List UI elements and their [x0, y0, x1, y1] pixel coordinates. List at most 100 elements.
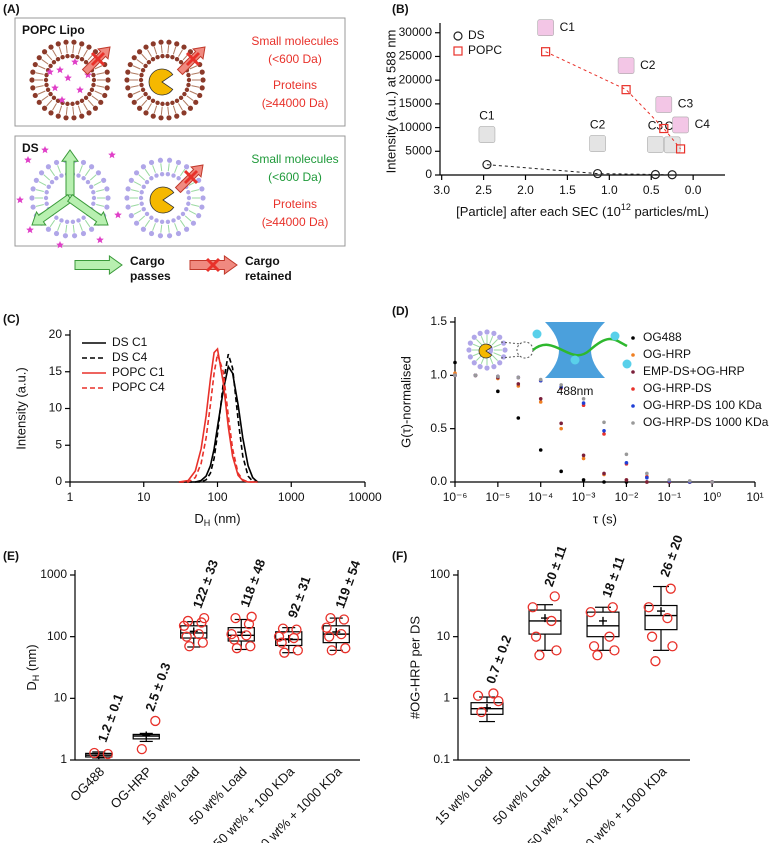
- lipid-head: [170, 54, 175, 60]
- lipid-head: [165, 219, 171, 225]
- label-part: (nm): [210, 511, 240, 526]
- lipid-head: [91, 195, 97, 201]
- cargo-text: (<600 Da): [268, 52, 322, 66]
- data-point: [279, 647, 290, 658]
- data-point: [602, 432, 606, 436]
- lipid-tail: [191, 203, 200, 207]
- lipid-tail: [35, 189, 44, 193]
- small-molecule: [58, 96, 66, 104]
- lipid-tail: [136, 95, 144, 101]
- data-point: [667, 478, 672, 482]
- y-tick-label: 5000: [405, 143, 432, 157]
- lipid-tail: [189, 65, 198, 70]
- lipid-head: [54, 215, 59, 220]
- y-tick-label: 25000: [399, 49, 433, 63]
- lipid-tail: [191, 85, 200, 88]
- data-point: [667, 170, 677, 180]
- data-point: [292, 645, 303, 656]
- lipid-tail: [72, 45, 75, 54]
- lipid-head: [33, 177, 39, 183]
- data-point: [559, 421, 563, 426]
- y-tick-label: 1: [443, 691, 450, 705]
- lipid-tail: [96, 72, 105, 75]
- lipid-tail: [96, 189, 105, 193]
- lipid-head: [174, 57, 180, 62]
- lipid-tail: [174, 223, 178, 231]
- thumbnail: [589, 135, 606, 152]
- data-point: [516, 382, 521, 386]
- lipid-tail: [147, 103, 152, 111]
- lipid-head: [160, 101, 165, 107]
- lipid-head: [71, 115, 77, 121]
- lipid-tail: [77, 105, 82, 114]
- lipid-tail: [65, 45, 68, 54]
- lipid-head: [81, 215, 86, 220]
- lipid-tail: [191, 189, 200, 193]
- lipid-head: [70, 53, 75, 59]
- y-tick-label: 0.0: [430, 474, 447, 488]
- panel-label: (A): [3, 2, 20, 16]
- data-point: [231, 643, 242, 654]
- lipid-head: [43, 195, 49, 201]
- lipid-tail: [160, 106, 163, 115]
- y-axis-label: Intensity (a.u.): [13, 367, 28, 449]
- lipid-tail: [130, 85, 139, 88]
- lipid-head: [105, 77, 111, 83]
- lipid-head: [75, 54, 80, 60]
- lipid-head: [63, 39, 69, 45]
- data-point: [581, 478, 586, 482]
- y-axis-label: DH (nm): [24, 644, 41, 690]
- fluorophore: [570, 355, 580, 365]
- lipid-head: [138, 77, 144, 83]
- small-molecule: [114, 211, 122, 219]
- lipid-head: [484, 329, 490, 335]
- lipid-head: [501, 354, 507, 360]
- y-axis-label: #OG-HRP per DS: [407, 616, 422, 719]
- lipid-tail: [491, 339, 498, 346]
- lipid-head: [491, 364, 497, 370]
- lipid-head: [30, 85, 36, 91]
- lipid-head: [80, 230, 87, 237]
- lipid-head: [165, 53, 170, 59]
- lipid-head: [133, 220, 140, 226]
- data-point: [546, 615, 557, 627]
- lipid-tail: [38, 181, 47, 186]
- lipid-head: [55, 57, 61, 62]
- lipid-head: [36, 99, 42, 105]
- lipid-head: [175, 230, 182, 237]
- lipid-head: [41, 105, 48, 111]
- lipid-head: [46, 184, 51, 190]
- data-point: [650, 169, 661, 180]
- data-point: [602, 420, 606, 425]
- y-tick-label: 20000: [399, 72, 433, 86]
- y-tick-label: 15: [49, 364, 63, 378]
- data-point: [493, 696, 504, 707]
- lipid-head: [95, 170, 102, 176]
- lipid-tail: [58, 46, 63, 55]
- lipid-head: [199, 69, 205, 75]
- lipid-head: [149, 176, 154, 181]
- lipid-head: [154, 173, 159, 178]
- x-tick-label: 1.0: [601, 183, 618, 197]
- lipid-head: [158, 115, 164, 121]
- legend-label: OG-HRP-DS 1000 KDa: [643, 415, 769, 429]
- lipid-head: [139, 201, 144, 206]
- label-part: H: [31, 675, 41, 682]
- data-point: [453, 360, 457, 365]
- data-point: [150, 715, 161, 727]
- legend-marker: [631, 404, 635, 408]
- lipid-head: [183, 164, 190, 170]
- lipid-tail: [480, 335, 485, 344]
- x-tick-label: 10000: [348, 490, 382, 504]
- data-point: [336, 628, 347, 640]
- lipid-tail: [493, 352, 502, 357]
- small-molecule: [41, 146, 49, 154]
- lipid-tail: [144, 168, 151, 177]
- y-tick-label: 10: [49, 401, 63, 415]
- lipid-tail: [179, 219, 186, 228]
- lipid-head: [79, 41, 85, 47]
- data-point: [592, 650, 603, 661]
- label-part: (nm): [24, 644, 39, 674]
- lipid-tail: [174, 165, 178, 173]
- data-point: [559, 469, 563, 474]
